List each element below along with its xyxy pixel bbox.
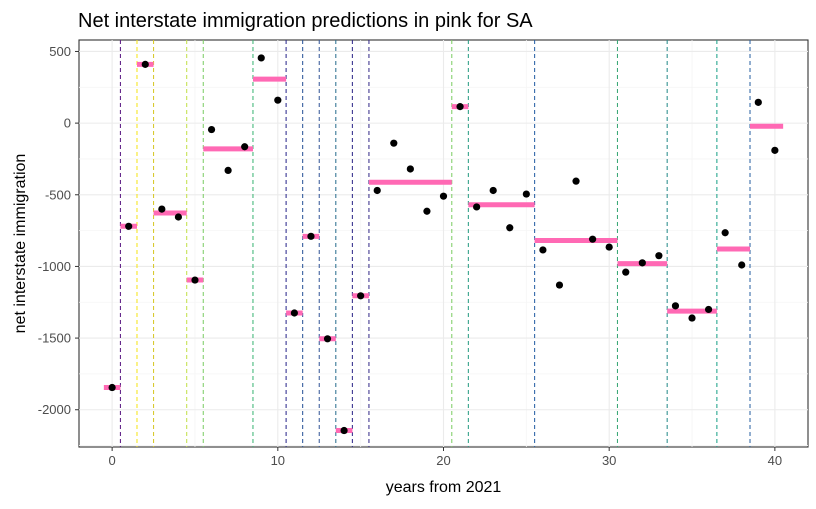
y-tick-label: -2000 — [38, 402, 71, 417]
observed-point — [274, 96, 282, 104]
observed-point — [655, 252, 663, 260]
observed-point — [539, 246, 547, 254]
observed-point — [191, 276, 199, 284]
breakpoint-layer — [119, 40, 751, 447]
y-tick-label: 0 — [64, 116, 71, 131]
observed-point — [704, 305, 713, 314]
y-tick-label: -1000 — [38, 259, 71, 274]
observed-point — [473, 203, 481, 211]
observed-point — [555, 281, 564, 289]
observed-point — [290, 309, 298, 317]
observed-point — [605, 243, 613, 251]
observed-point — [754, 98, 762, 106]
y-tick-label: -1500 — [38, 331, 71, 346]
observed-point — [738, 261, 746, 269]
observed-point — [207, 125, 216, 134]
observed-point — [241, 143, 249, 151]
observed-point — [439, 192, 448, 200]
observed-point — [506, 224, 514, 232]
observed-point — [522, 190, 530, 198]
y-axis-title: net interstate immigration — [12, 154, 29, 334]
x-tick-label: 0 — [109, 453, 116, 468]
observed-point — [671, 302, 680, 310]
observed-point — [340, 426, 348, 435]
observed-point — [771, 146, 779, 154]
observed-point — [257, 54, 265, 62]
observed-point — [174, 213, 183, 221]
observed-point — [307, 232, 315, 240]
observed-point — [108, 383, 116, 392]
observed-point — [224, 166, 232, 175]
observed-point — [373, 186, 381, 195]
observed-point — [622, 268, 630, 276]
observed-point — [721, 229, 729, 237]
observed-point — [125, 222, 133, 230]
x-tick-label: 40 — [768, 453, 782, 468]
chart-title: Net interstate immigration predictions i… — [78, 10, 533, 32]
observed-point — [390, 139, 398, 147]
observed-point — [589, 235, 597, 243]
observed-point — [406, 165, 414, 173]
observed-point — [688, 314, 696, 322]
observed-point — [357, 292, 365, 300]
x-tick-label: 10 — [271, 453, 285, 468]
observed-point — [489, 186, 497, 195]
observed-point — [423, 207, 431, 215]
y-tick-label: -500 — [45, 187, 71, 202]
observed-point — [141, 60, 149, 68]
observed-points — [108, 54, 779, 435]
x-axis-title: years from 2021 — [386, 479, 502, 496]
observed-point — [456, 103, 464, 111]
observed-point — [572, 177, 580, 185]
observed-point — [158, 205, 166, 213]
x-tick-label: 30 — [602, 453, 616, 468]
observed-point — [638, 259, 646, 267]
y-tick-label: 500 — [49, 44, 71, 59]
x-tick-label: 20 — [436, 453, 450, 468]
axis-layer: 0 10 20 30 40 500 0 -500 -1000 -1500 -2000 — [38, 44, 782, 468]
observed-point — [323, 335, 332, 343]
